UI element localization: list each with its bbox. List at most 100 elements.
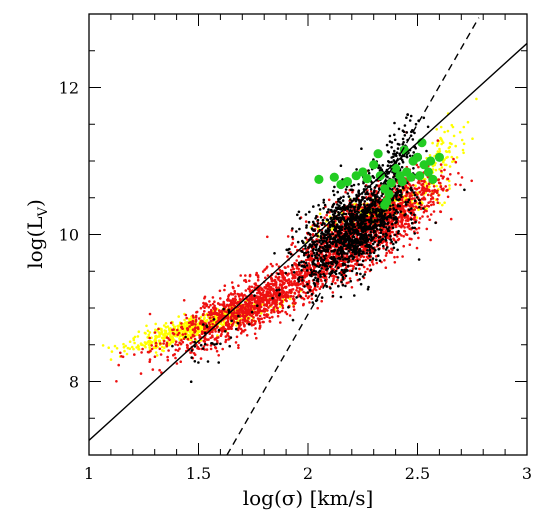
data-point-yellow xyxy=(415,216,419,219)
data-point-red xyxy=(406,186,410,190)
data-point-red xyxy=(293,302,297,305)
data-point-black xyxy=(366,287,370,291)
data-point-yellow xyxy=(434,168,438,172)
data-point-red xyxy=(270,308,274,312)
data-point-yellow xyxy=(318,212,322,216)
data-point-red xyxy=(203,310,206,313)
data-point-red xyxy=(189,351,192,354)
data-point-black xyxy=(316,218,320,222)
data-point-red xyxy=(393,255,396,259)
data-point-red xyxy=(284,310,287,314)
data-point-red xyxy=(370,195,373,198)
data-point-red xyxy=(295,282,298,286)
data-point-red xyxy=(149,349,152,353)
data-point-red xyxy=(265,290,269,293)
data-point-red xyxy=(385,251,389,255)
data-point-black xyxy=(312,278,316,282)
data-point-black xyxy=(306,282,309,286)
data-point-red xyxy=(186,346,189,349)
data-point-red xyxy=(315,238,318,241)
data-point-black xyxy=(311,249,315,252)
data-point-yellow xyxy=(148,346,151,349)
data-point-red xyxy=(205,348,209,351)
data-point-black xyxy=(316,277,320,281)
data-point-red xyxy=(403,229,406,233)
data-point-red xyxy=(242,330,245,333)
data-point-black xyxy=(317,249,321,252)
data-point-red xyxy=(203,297,206,300)
data-point-yellow xyxy=(471,137,474,140)
data-point-red xyxy=(286,281,290,285)
data-point-black xyxy=(336,276,340,279)
data-point-red xyxy=(402,205,405,208)
data-point-red xyxy=(260,317,264,321)
data-point-black xyxy=(314,248,318,252)
data-point-red xyxy=(308,301,311,304)
data-point-black xyxy=(352,249,355,252)
data-point-red xyxy=(244,289,248,292)
data-point-black xyxy=(374,233,377,237)
data-point-red xyxy=(252,323,255,327)
data-point-red xyxy=(240,311,244,314)
data-point-red xyxy=(408,243,412,246)
data-point-red xyxy=(219,297,222,300)
data-point-red xyxy=(174,340,178,344)
data-point-red xyxy=(258,320,261,323)
data-point-black xyxy=(342,278,345,281)
data-point-red xyxy=(366,267,369,271)
data-point-red xyxy=(446,177,449,181)
data-point-red xyxy=(252,316,255,319)
data-point-red xyxy=(404,222,408,226)
data-point-yellow xyxy=(163,334,167,338)
data-point-red xyxy=(293,274,296,278)
data-point-red xyxy=(350,260,353,263)
data-point-black xyxy=(337,266,340,270)
data-point-red xyxy=(241,303,245,307)
data-point-red xyxy=(162,342,165,345)
data-point-red xyxy=(281,289,285,293)
data-point-red xyxy=(246,309,250,313)
data-point-red xyxy=(172,353,175,357)
data-point-red xyxy=(307,258,310,261)
data-point-red xyxy=(294,245,297,248)
data-point-black xyxy=(287,306,290,309)
data-point-red xyxy=(452,157,455,161)
data-point-red xyxy=(312,266,316,270)
data-point-red xyxy=(281,304,284,308)
data-point-black xyxy=(407,208,411,211)
data-point-red xyxy=(191,340,194,344)
data-point-black xyxy=(291,264,294,267)
data-point-black xyxy=(369,230,373,234)
data-point-red xyxy=(425,187,429,190)
data-point-black xyxy=(310,292,314,296)
data-point-yellow xyxy=(185,321,189,324)
data-point-black xyxy=(369,226,373,230)
data-point-yellow xyxy=(462,142,466,146)
data-point-red xyxy=(435,189,439,193)
data-point-black xyxy=(330,282,334,286)
data-point-red xyxy=(171,328,174,332)
data-point-red xyxy=(194,320,198,323)
data-point-black xyxy=(317,254,321,257)
data-point-black xyxy=(371,257,375,260)
data-point-yellow xyxy=(403,197,407,200)
data-point-red xyxy=(436,198,439,201)
data-point-black xyxy=(333,249,336,253)
data-point-black xyxy=(300,249,303,253)
data-point-red xyxy=(231,301,235,305)
data-point-black xyxy=(320,259,323,263)
data-point-black xyxy=(384,239,388,242)
data-point-black xyxy=(374,248,377,252)
data-point-red xyxy=(236,301,240,305)
data-point-red xyxy=(389,220,392,224)
data-point-red xyxy=(404,233,408,236)
data-point-black xyxy=(309,233,312,236)
data-point-black xyxy=(413,199,417,202)
data-point-red xyxy=(470,179,474,183)
data-point-red xyxy=(206,343,209,347)
data-point-red xyxy=(428,190,432,193)
data-point-black xyxy=(343,203,346,207)
data-point-red xyxy=(308,271,312,275)
data-point-black xyxy=(312,258,316,262)
data-point-red xyxy=(237,344,240,347)
